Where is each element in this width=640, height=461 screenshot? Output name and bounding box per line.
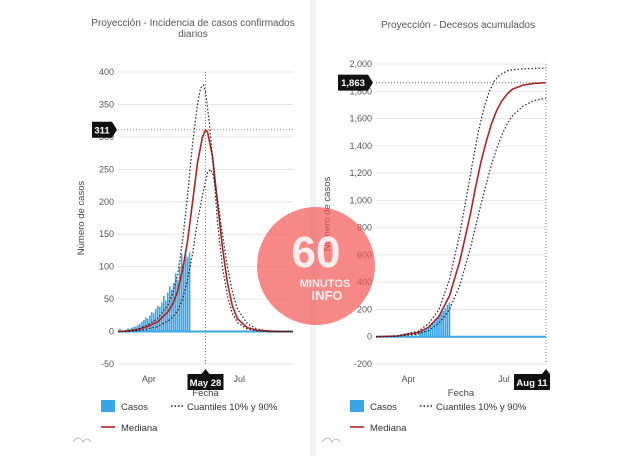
legend-casos-label: Casos xyxy=(370,402,397,413)
y-tick-label: 1,000 xyxy=(349,195,372,205)
case-bar xyxy=(171,289,173,331)
y-tick-label: 200 xyxy=(99,197,114,207)
y-highlight-label: 1,863 xyxy=(341,78,365,89)
case-bar xyxy=(442,311,444,337)
y-tick-label: 400 xyxy=(99,67,114,77)
case-bar xyxy=(163,296,165,332)
case-bar xyxy=(430,325,432,337)
case-bar xyxy=(436,318,438,336)
legend-quantiles-label: Cuantiles 10% y 90% xyxy=(436,402,527,413)
y-tick-label: 0 xyxy=(109,327,114,337)
footer-chart-icon xyxy=(322,438,340,442)
y-tick-label: 350 xyxy=(99,99,114,109)
case-bar xyxy=(137,325,139,331)
y-tick-label: -50 xyxy=(101,359,114,369)
legend-quantiles-label: Cuantiles 10% y 90% xyxy=(187,402,278,413)
x-axis-label: Fecha xyxy=(448,388,475,399)
x-highlight-label: May 28 xyxy=(190,378,222,389)
case-bar xyxy=(153,313,155,331)
legend-casos-label: Casos xyxy=(121,402,148,413)
case-bar xyxy=(434,321,436,337)
y-tick-label: -200 xyxy=(354,359,372,369)
watermark-logo: 60 MINUTOS INFO xyxy=(255,205,377,327)
case-bar xyxy=(185,250,187,331)
legend-casos-swatch xyxy=(101,400,115,412)
case-bar xyxy=(165,300,167,331)
y-tick-label: 1,200 xyxy=(349,168,372,178)
x-tick-label: Apr xyxy=(142,374,156,384)
case-bar xyxy=(438,316,440,336)
case-bar xyxy=(440,314,442,337)
y-tick-label: 100 xyxy=(99,262,114,272)
watermark-small-text-2: INFO xyxy=(311,288,342,303)
chart-title: Proyección - Incidencia de casos confirm… xyxy=(91,18,294,29)
quantile-10-line xyxy=(376,98,546,337)
y-axis-label: Número de casos xyxy=(76,181,87,256)
y-tick-label: 50 xyxy=(104,294,114,304)
case-bar xyxy=(432,323,434,337)
chart-title: Proyección - Decesos acumulados xyxy=(381,20,535,31)
chart-title: diarios xyxy=(178,29,207,40)
legend-casos-swatch xyxy=(350,400,364,412)
watermark-big-text: 60 xyxy=(292,228,341,277)
legend-median-label: Mediana xyxy=(370,423,407,434)
case-bar xyxy=(423,330,425,337)
case-bar xyxy=(426,329,428,337)
case-bar xyxy=(447,305,449,337)
case-bar xyxy=(189,252,191,331)
case-bar xyxy=(402,336,404,337)
footer-chart-icon xyxy=(73,438,91,442)
case-bar xyxy=(181,254,183,332)
y-tick-label: 250 xyxy=(99,164,114,174)
case-bar xyxy=(187,257,189,332)
case-bar xyxy=(179,267,181,332)
y-tick-label: 150 xyxy=(99,229,114,239)
case-bar xyxy=(444,308,446,337)
median-line xyxy=(376,83,546,337)
y-tick-label: 1,600 xyxy=(349,114,372,124)
x-tick-label: Jul xyxy=(234,374,246,384)
case-bar xyxy=(421,331,423,337)
y-highlight-label: 311 xyxy=(94,125,110,136)
x-tick-label: Apr xyxy=(402,374,416,384)
x-tick-label: Jul xyxy=(498,374,510,384)
case-bar xyxy=(173,283,175,332)
x-highlight-label: Aug 11 xyxy=(516,378,548,389)
legend-median-label: Mediana xyxy=(121,423,158,434)
y-tick-label: 0 xyxy=(367,332,372,342)
y-tick-label: 2,000 xyxy=(349,59,372,69)
y-tick-label: 1,400 xyxy=(349,141,372,151)
